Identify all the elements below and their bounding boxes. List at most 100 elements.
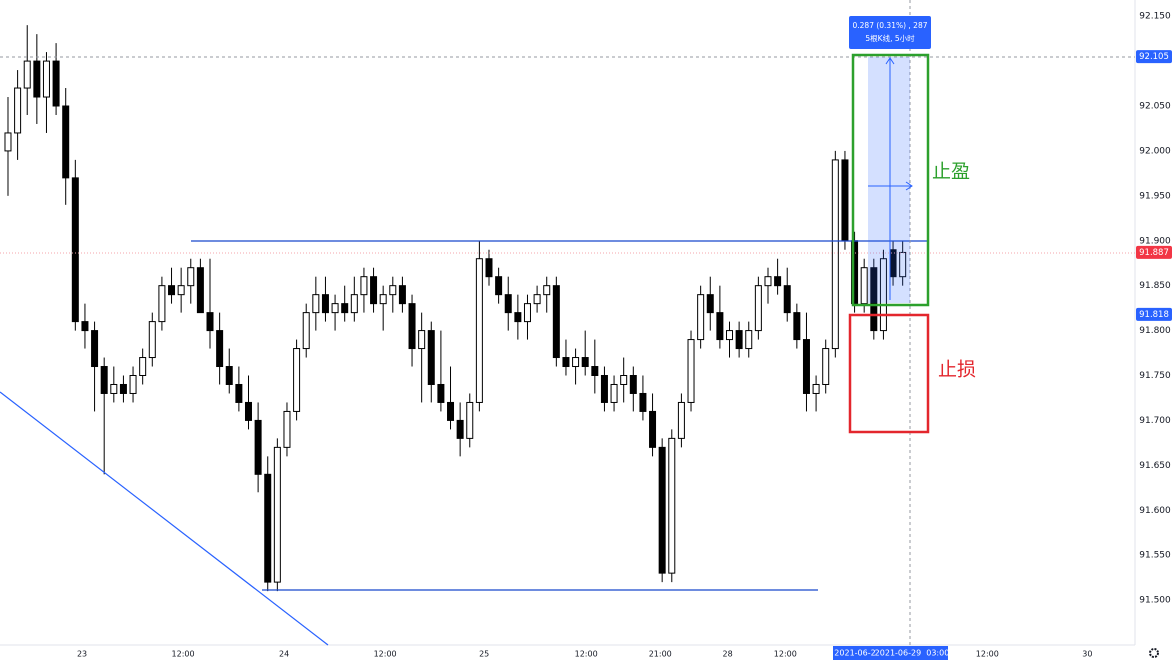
y-tick-label: 91.950 [1139,191,1171,201]
candle-body [447,401,455,421]
take-profit-label: 止盈 [932,161,970,183]
candle-body [610,383,618,403]
candle-body [4,132,12,152]
candle-body [206,312,214,332]
candle-body [370,276,378,305]
candle-body [81,321,89,332]
candle-body [581,357,589,368]
y-tick-label: 91.600 [1139,506,1171,516]
candle-body [687,339,695,403]
candle-body [264,473,272,583]
candle-body [225,366,233,385]
candle-body [33,60,41,98]
candle-body [52,60,60,107]
candle-body [552,285,560,359]
candle-body [668,437,676,574]
candle-body [254,419,262,475]
candle-body [91,330,99,368]
candle-body [168,285,176,296]
candle-body [677,401,685,439]
candle-body [783,285,791,314]
candle-body [822,348,830,385]
candle-body [543,285,551,296]
x-tick-label: 30 [1082,650,1092,659]
measure-text: 0.287 (0.31%) , 287 [853,21,928,30]
candle-body [302,312,310,350]
y-tick-label: 92.150 [1139,12,1171,22]
candle-body [831,159,839,350]
price-label-box [1136,307,1172,321]
candle-body [437,383,445,403]
candle-body [649,410,657,448]
candle-body [523,303,531,323]
y-tick-label: 92.000 [1139,146,1171,156]
candle-body [62,105,70,179]
candle-body [139,357,147,377]
candle-body [620,375,628,385]
x-tick-label: 28 [722,650,732,659]
y-tick-label: 91.650 [1139,461,1171,471]
candle-body [408,303,416,350]
candle-body [42,60,50,98]
candle-body [706,294,714,314]
candle-body [600,375,608,403]
y-tick-label: 91.900 [1139,236,1171,246]
plot [4,25,907,592]
candle-body [273,446,281,583]
x-tick-label: 12:00 [374,650,397,659]
candle-body [350,294,358,314]
candle-body [764,276,772,287]
measure-tooltip [849,16,931,49]
candle-body [591,366,599,377]
x-tick-label: 12:00 [575,650,598,659]
x-tick-label: 25 [479,650,489,659]
crosshair-x-box [877,646,948,660]
candle-body [485,258,493,278]
candle-body [158,285,166,323]
crosshair-x-label: 2021-06-2 [834,649,875,658]
candle-body [456,419,464,439]
candle-body [899,251,907,278]
candle-body [658,446,666,574]
y-tick-label: 91.800 [1139,326,1171,336]
candle-body [119,383,127,394]
crosshair-x-box [833,646,877,660]
candle-body [341,303,349,314]
candle-body [196,267,204,314]
candle-body [745,330,753,350]
candle-body [312,294,320,314]
candle-body [389,285,397,296]
candle-body [504,294,512,314]
candle-body [148,321,156,359]
x-tick-label: 12:00 [172,650,195,659]
candle-body [697,294,705,341]
candle-body [812,383,820,394]
x-tick-label: 23 [77,650,87,659]
candle-body [418,330,426,350]
candle-body [726,330,734,341]
x-tick-label: 24 [279,650,289,659]
candle-body [475,258,483,403]
candle-body [100,366,108,394]
candle-body [754,285,762,332]
candle-body [427,330,435,385]
candle-body [379,294,387,305]
candle-body [514,312,522,323]
crosshair-x-label: 2021-06-29 03:00 [875,649,950,658]
x-tick-label: 21:00 [649,650,672,659]
take-profit-box [851,53,930,307]
candle-body [629,375,637,394]
stop-loss-box [848,313,930,434]
candle-body [533,294,541,305]
candle-body [23,60,31,89]
y-tick-label: 92.050 [1139,102,1171,112]
measure-text: 5根K线, 5小时 [865,33,915,43]
candle-body [860,267,868,305]
y-tick-label: 91.550 [1139,551,1171,561]
price-label: 92.105 [1139,52,1169,62]
candle-body [129,375,137,394]
settings-icon[interactable] [1149,648,1159,658]
measure-box [868,57,910,303]
